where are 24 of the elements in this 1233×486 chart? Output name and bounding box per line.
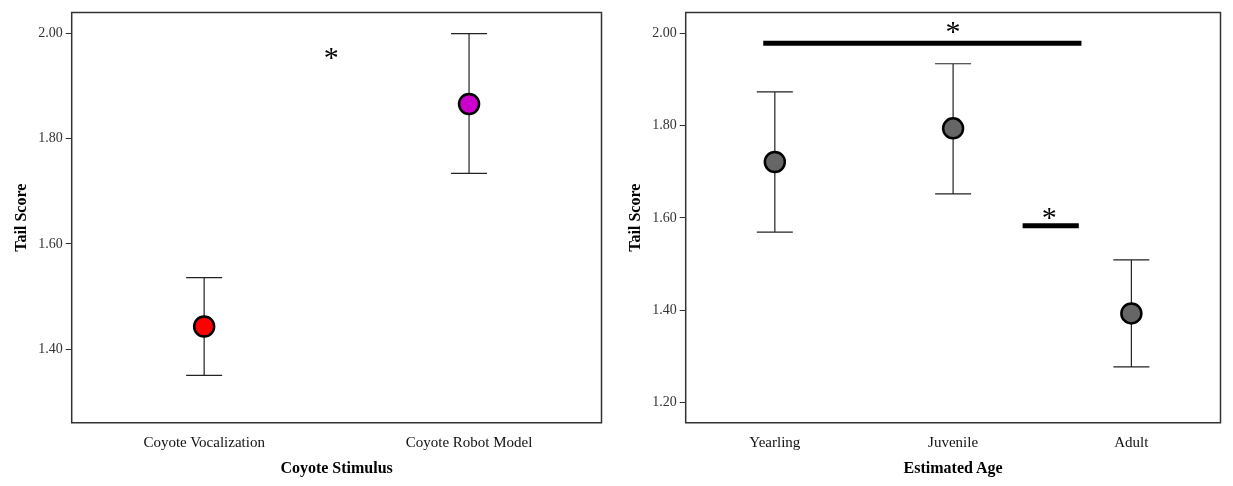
- annotation: *: [323, 40, 339, 74]
- y-axis-title: Tail Score: [625, 183, 643, 252]
- annotation: *: [1041, 200, 1057, 234]
- y-tick-label: 1.80: [652, 117, 677, 133]
- y-axis-title: Tail Score: [11, 183, 29, 252]
- y-tick-label: 1.80: [38, 130, 63, 146]
- y-tick-label: 2.00: [652, 24, 677, 40]
- point: [763, 150, 787, 174]
- x-axis-title: Estimated Age: [903, 458, 1003, 477]
- x-tick-label: Adult: [1114, 433, 1150, 450]
- y-tick-label: 2.00: [38, 25, 63, 41]
- x-axis-title: Coyote Stimulus: [280, 458, 393, 477]
- x-tick-label: Yearling: [749, 433, 801, 450]
- annotation: *: [945, 13, 961, 47]
- point: [1120, 302, 1143, 325]
- x-tick-label: Coyote Robot Model: [405, 433, 533, 450]
- point: [941, 117, 965, 140]
- x-tick-label: Coyote Vocalization: [143, 433, 266, 450]
- y-tick-label: 1.60: [652, 209, 677, 225]
- y-tick-label: 1.20: [652, 394, 677, 410]
- y-tick-label: 1.40: [38, 340, 63, 356]
- y-tick-label: 1.40: [652, 301, 677, 317]
- x-tick-label: Juvenile: [928, 433, 979, 450]
- y-tick-label: 1.60: [38, 235, 63, 251]
